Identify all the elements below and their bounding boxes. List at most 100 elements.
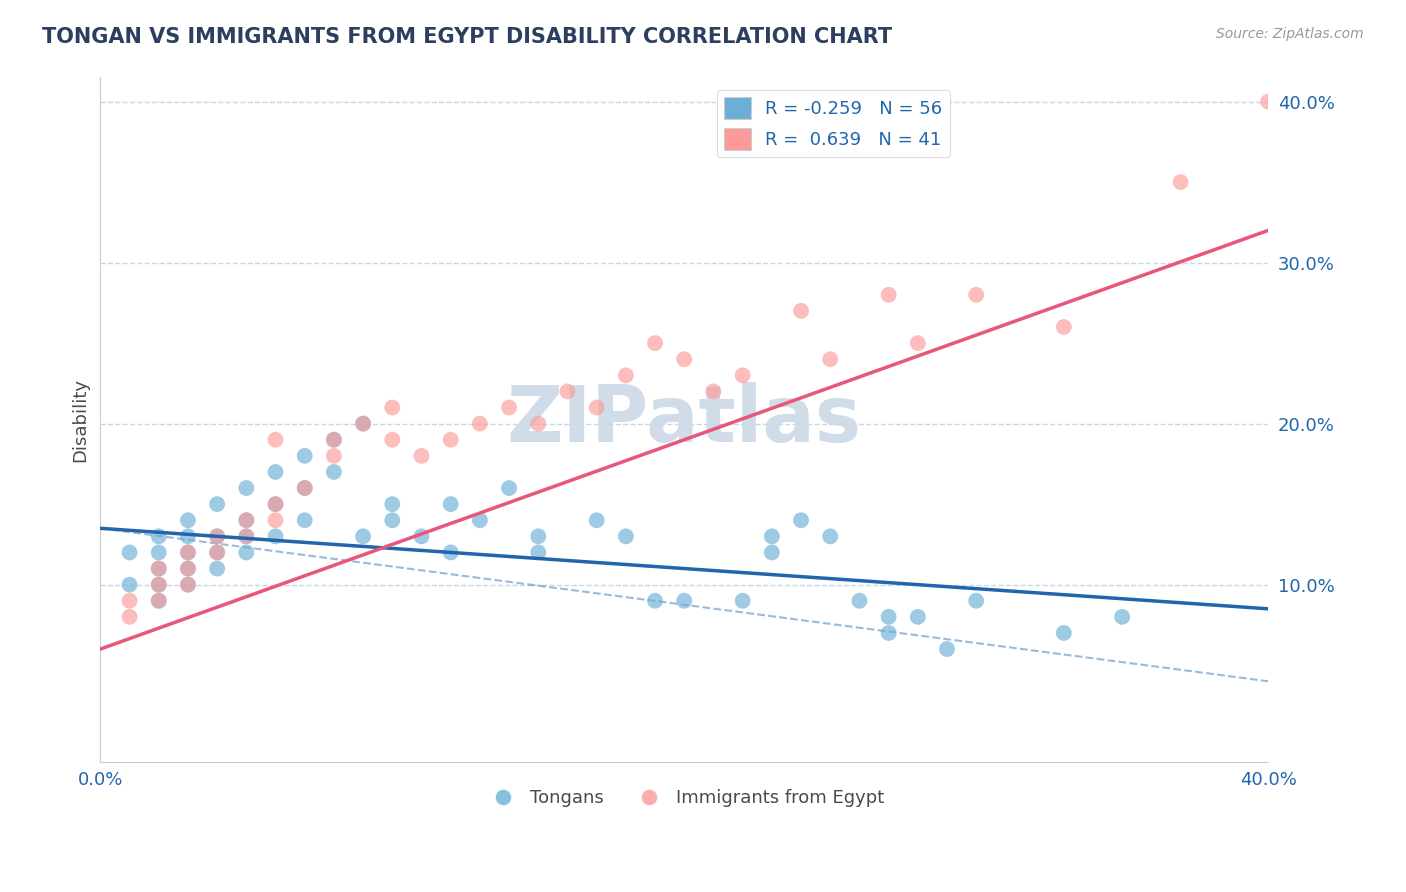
Point bbox=[294, 481, 316, 495]
Point bbox=[468, 417, 491, 431]
Point bbox=[1053, 626, 1076, 640]
Point bbox=[790, 513, 813, 527]
Point bbox=[235, 481, 257, 495]
Point bbox=[761, 545, 783, 559]
Point bbox=[177, 561, 200, 575]
Point bbox=[644, 593, 666, 607]
Point bbox=[177, 577, 200, 591]
Point bbox=[877, 626, 900, 640]
Point bbox=[1170, 175, 1192, 189]
Point bbox=[761, 529, 783, 543]
Point bbox=[965, 593, 987, 607]
Point bbox=[177, 529, 200, 543]
Point bbox=[818, 352, 841, 367]
Point bbox=[118, 545, 141, 559]
Point bbox=[702, 384, 724, 399]
Point bbox=[731, 368, 754, 383]
Point bbox=[614, 368, 637, 383]
Point bbox=[352, 417, 374, 431]
Point bbox=[381, 433, 404, 447]
Point bbox=[264, 433, 287, 447]
Point bbox=[322, 433, 344, 447]
Point bbox=[264, 465, 287, 479]
Point bbox=[585, 401, 607, 415]
Point bbox=[907, 610, 929, 624]
Point bbox=[177, 513, 200, 527]
Point bbox=[673, 593, 696, 607]
Point bbox=[148, 593, 170, 607]
Point bbox=[177, 545, 200, 559]
Point bbox=[235, 545, 257, 559]
Point bbox=[381, 401, 404, 415]
Point bbox=[205, 529, 228, 543]
Point bbox=[907, 336, 929, 351]
Point bbox=[205, 497, 228, 511]
Point bbox=[148, 561, 170, 575]
Point bbox=[440, 433, 463, 447]
Point bbox=[148, 593, 170, 607]
Point bbox=[644, 336, 666, 351]
Point bbox=[322, 465, 344, 479]
Point bbox=[205, 529, 228, 543]
Point bbox=[264, 497, 287, 511]
Y-axis label: Disability: Disability bbox=[72, 377, 89, 461]
Point bbox=[818, 529, 841, 543]
Point bbox=[731, 593, 754, 607]
Point bbox=[440, 497, 463, 511]
Point bbox=[205, 545, 228, 559]
Point bbox=[1257, 95, 1279, 109]
Point bbox=[381, 513, 404, 527]
Point bbox=[936, 642, 959, 657]
Point bbox=[118, 610, 141, 624]
Point bbox=[352, 529, 374, 543]
Point bbox=[322, 433, 344, 447]
Point bbox=[235, 529, 257, 543]
Point bbox=[848, 593, 870, 607]
Point bbox=[790, 304, 813, 318]
Point bbox=[527, 545, 550, 559]
Point bbox=[235, 529, 257, 543]
Point bbox=[205, 545, 228, 559]
Point bbox=[877, 610, 900, 624]
Legend: Tongans, Immigrants from Egypt: Tongans, Immigrants from Egypt bbox=[478, 782, 891, 814]
Point bbox=[264, 513, 287, 527]
Point bbox=[148, 577, 170, 591]
Point bbox=[177, 577, 200, 591]
Text: Source: ZipAtlas.com: Source: ZipAtlas.com bbox=[1216, 27, 1364, 41]
Point bbox=[498, 401, 520, 415]
Point bbox=[411, 449, 433, 463]
Point bbox=[1053, 320, 1076, 334]
Point bbox=[264, 497, 287, 511]
Point bbox=[264, 529, 287, 543]
Point bbox=[294, 481, 316, 495]
Point bbox=[235, 513, 257, 527]
Point bbox=[498, 481, 520, 495]
Point bbox=[381, 497, 404, 511]
Point bbox=[965, 288, 987, 302]
Point bbox=[322, 449, 344, 463]
Point bbox=[148, 561, 170, 575]
Point bbox=[118, 593, 141, 607]
Point bbox=[177, 561, 200, 575]
Point bbox=[877, 288, 900, 302]
Point bbox=[294, 449, 316, 463]
Point bbox=[1111, 610, 1133, 624]
Point bbox=[148, 529, 170, 543]
Point bbox=[527, 529, 550, 543]
Text: TONGAN VS IMMIGRANTS FROM EGYPT DISABILITY CORRELATION CHART: TONGAN VS IMMIGRANTS FROM EGYPT DISABILI… bbox=[42, 27, 893, 46]
Point bbox=[411, 529, 433, 543]
Point bbox=[673, 352, 696, 367]
Point bbox=[527, 417, 550, 431]
Point bbox=[352, 417, 374, 431]
Point bbox=[614, 529, 637, 543]
Point bbox=[148, 577, 170, 591]
Point bbox=[440, 545, 463, 559]
Point bbox=[205, 561, 228, 575]
Point bbox=[118, 577, 141, 591]
Point bbox=[148, 545, 170, 559]
Point bbox=[294, 513, 316, 527]
Point bbox=[585, 513, 607, 527]
Point bbox=[468, 513, 491, 527]
Point bbox=[177, 545, 200, 559]
Point bbox=[557, 384, 579, 399]
